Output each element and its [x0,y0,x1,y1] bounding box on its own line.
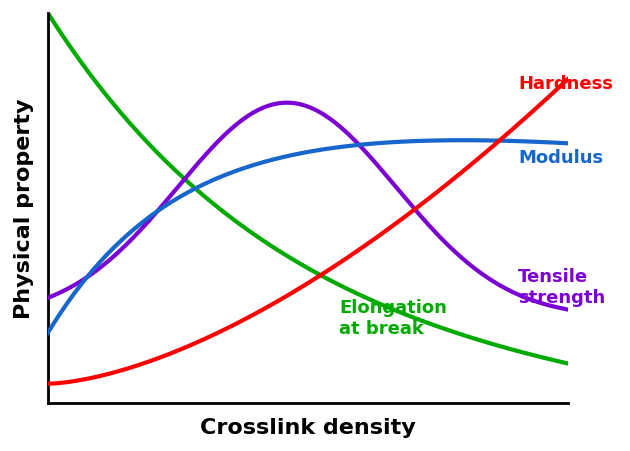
Text: Tensile
strength: Tensile strength [518,267,605,306]
Text: Elongation
at break: Elongation at break [339,298,447,337]
Text: Hardness: Hardness [518,75,613,93]
Y-axis label: Physical property: Physical property [14,99,34,318]
Text: Modulus: Modulus [518,149,604,167]
X-axis label: Crosslink density: Crosslink density [200,417,416,437]
